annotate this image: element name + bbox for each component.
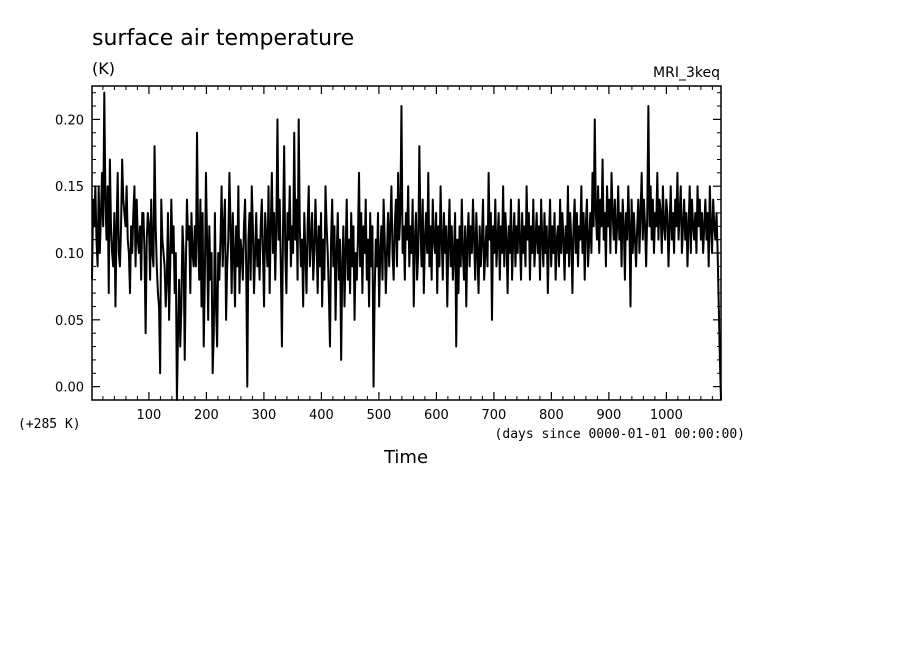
x-tick-label: 500 xyxy=(366,408,391,423)
units-label: (K) xyxy=(92,59,115,78)
x-tick-label: 200 xyxy=(194,408,219,423)
x-tick-label: 400 xyxy=(309,408,334,423)
offset-label: (+285 K) xyxy=(18,417,81,432)
x-axis-title: Time xyxy=(383,447,428,468)
y-axis: 0.00 0.05 0.10 0.15 0.20 xyxy=(55,92,721,396)
y-tick-label: 0.20 xyxy=(55,113,84,128)
y-tick-label: 0.10 xyxy=(55,247,84,262)
x-tick-label: 1000 xyxy=(650,408,683,423)
series-line xyxy=(91,91,722,401)
x-tick-label: 800 xyxy=(539,408,564,423)
x-tick-label: 100 xyxy=(137,408,162,423)
x-tick-label: 900 xyxy=(596,408,621,423)
x-tick-label: 700 xyxy=(481,408,506,423)
x-axis: 100 200 300 400 500 600 700 800 900 1000 xyxy=(102,86,713,423)
y-tick-label: 0.15 xyxy=(55,180,84,195)
plot-area: 0.00 0.05 0.10 0.15 0.20 100 200 300 400 500 600 7… xyxy=(55,85,722,423)
y-tick-label: 0.05 xyxy=(55,314,84,329)
y-tick-label: 0.00 xyxy=(55,381,84,396)
model-label: MRI_3keq xyxy=(653,65,720,81)
x-units-label: (days since 0000-01-01 00:00:00) xyxy=(495,427,745,442)
chart-title: surface air temperature xyxy=(92,26,354,51)
x-tick-label: 600 xyxy=(424,408,449,423)
x-tick-label: 300 xyxy=(251,408,276,423)
